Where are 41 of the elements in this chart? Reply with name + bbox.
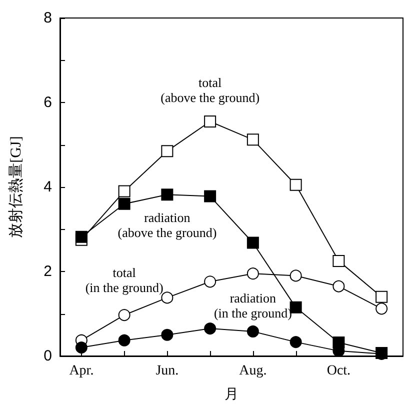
x-axis-title: 月 <box>224 388 238 402</box>
x-tick-label: Oct. <box>326 364 351 378</box>
point <box>75 230 88 243</box>
point <box>246 134 259 146</box>
point <box>246 236 259 249</box>
point <box>290 270 302 282</box>
point <box>376 302 388 315</box>
text: total (above the ground) <box>160 74 260 105</box>
point <box>161 145 174 158</box>
y-tick-label: 2 <box>44 263 52 280</box>
point <box>161 188 174 201</box>
x-tick-label: Aug. <box>239 364 267 378</box>
point <box>246 268 259 280</box>
point <box>118 309 130 322</box>
point <box>332 280 345 292</box>
x-tick-label: Apr. <box>69 364 94 378</box>
point <box>204 116 216 128</box>
point <box>376 290 388 303</box>
y-axis-title: 放射伝熱量[GJ] <box>8 136 24 238</box>
point <box>161 292 174 304</box>
x-tick-label: Jun. <box>156 364 179 378</box>
point <box>75 342 88 354</box>
y-tick-label: 0 <box>44 348 52 364</box>
series-label: radiation (in the ground) <box>214 290 292 320</box>
point <box>290 301 302 314</box>
point <box>290 178 302 191</box>
series-label: total (in the ground) <box>85 264 164 295</box>
point <box>204 276 216 288</box>
point <box>246 326 259 338</box>
y-tick-label: 6 <box>44 94 52 111</box>
y-tick-label: 4 <box>44 178 52 196</box>
y-tick-label: 8 <box>44 10 52 26</box>
point <box>118 185 130 198</box>
point <box>204 322 216 335</box>
point <box>161 328 174 341</box>
point <box>290 336 302 348</box>
point <box>332 254 345 267</box>
series-label: radiation (above the ground) <box>118 210 217 240</box>
point <box>118 198 130 210</box>
point <box>118 334 130 346</box>
point <box>204 190 216 202</box>
